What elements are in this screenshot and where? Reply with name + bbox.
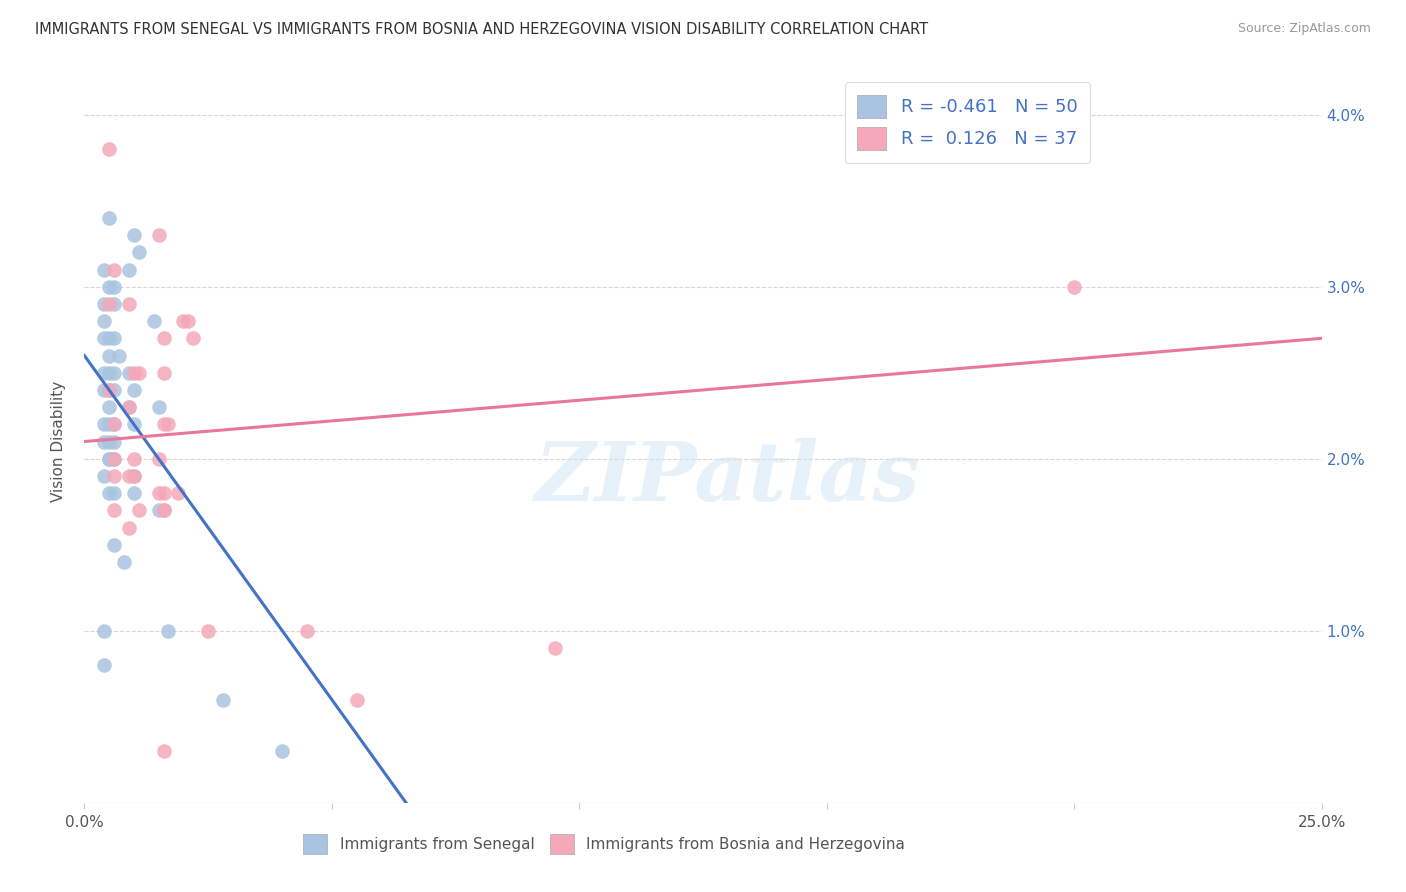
- Point: [118, 297, 141, 311]
- Point: [128, 366, 150, 380]
- Point: [103, 297, 125, 311]
- Point: [103, 486, 125, 500]
- Point: [98, 486, 121, 500]
- Point: [118, 400, 141, 414]
- Point: [118, 469, 141, 483]
- Point: [98, 331, 121, 345]
- Point: [93, 314, 115, 328]
- Point: [93, 383, 115, 397]
- Y-axis label: Vision Disability: Vision Disability: [51, 381, 66, 502]
- Point: [152, 366, 174, 380]
- Point: [103, 434, 125, 449]
- Point: [93, 366, 115, 380]
- Point: [1063, 279, 1085, 293]
- Point: [212, 692, 235, 706]
- Point: [172, 314, 194, 328]
- Point: [122, 228, 145, 243]
- Point: [93, 434, 115, 449]
- Point: [118, 366, 141, 380]
- Point: [112, 555, 135, 569]
- Point: [98, 349, 121, 363]
- Point: [167, 486, 190, 500]
- Point: [108, 349, 131, 363]
- Point: [93, 624, 115, 638]
- Point: [152, 486, 174, 500]
- Point: [98, 279, 121, 293]
- Point: [118, 520, 141, 534]
- Point: [103, 503, 125, 517]
- Point: [98, 434, 121, 449]
- Point: [122, 469, 145, 483]
- Point: [103, 538, 125, 552]
- Point: [93, 658, 115, 673]
- Point: [148, 451, 170, 466]
- Text: IMMIGRANTS FROM SENEGAL VS IMMIGRANTS FROM BOSNIA AND HERZEGOVINA VISION DISABIL: IMMIGRANTS FROM SENEGAL VS IMMIGRANTS FR…: [35, 22, 928, 37]
- Point: [295, 624, 318, 638]
- Point: [152, 331, 174, 345]
- Point: [122, 451, 145, 466]
- Point: [118, 262, 141, 277]
- Point: [122, 469, 145, 483]
- Point: [98, 383, 121, 397]
- Point: [93, 417, 115, 432]
- Point: [181, 331, 204, 345]
- Point: [122, 366, 145, 380]
- Point: [148, 228, 170, 243]
- Point: [122, 417, 145, 432]
- Point: [93, 297, 115, 311]
- Point: [148, 400, 170, 414]
- Point: [103, 331, 125, 345]
- Point: [543, 640, 565, 655]
- Point: [152, 744, 174, 758]
- Point: [103, 366, 125, 380]
- Legend: Immigrants from Senegal, Immigrants from Bosnia and Herzegovina: Immigrants from Senegal, Immigrants from…: [297, 829, 911, 860]
- Point: [197, 624, 219, 638]
- Point: [98, 366, 121, 380]
- Point: [98, 211, 121, 225]
- Point: [93, 331, 115, 345]
- Point: [148, 486, 170, 500]
- Point: [93, 469, 115, 483]
- Point: [142, 314, 165, 328]
- Point: [152, 503, 174, 517]
- Point: [103, 417, 125, 432]
- Point: [98, 297, 121, 311]
- Point: [98, 417, 121, 432]
- Point: [118, 400, 141, 414]
- Point: [98, 400, 121, 414]
- Point: [98, 383, 121, 397]
- Text: Source: ZipAtlas.com: Source: ZipAtlas.com: [1237, 22, 1371, 36]
- Point: [103, 383, 125, 397]
- Point: [103, 262, 125, 277]
- Point: [122, 383, 145, 397]
- Point: [93, 262, 115, 277]
- Point: [103, 279, 125, 293]
- Text: ZIPatlas: ZIPatlas: [536, 438, 921, 517]
- Point: [122, 486, 145, 500]
- Point: [98, 142, 121, 156]
- Point: [98, 451, 121, 466]
- Point: [152, 417, 174, 432]
- Point: [128, 245, 150, 260]
- Point: [103, 417, 125, 432]
- Point: [157, 624, 180, 638]
- Point: [98, 451, 121, 466]
- Point: [177, 314, 200, 328]
- Point: [271, 744, 294, 758]
- Point: [157, 417, 180, 432]
- Point: [152, 503, 174, 517]
- Point: [103, 451, 125, 466]
- Point: [103, 469, 125, 483]
- Point: [103, 451, 125, 466]
- Point: [346, 692, 368, 706]
- Point: [148, 503, 170, 517]
- Point: [128, 503, 150, 517]
